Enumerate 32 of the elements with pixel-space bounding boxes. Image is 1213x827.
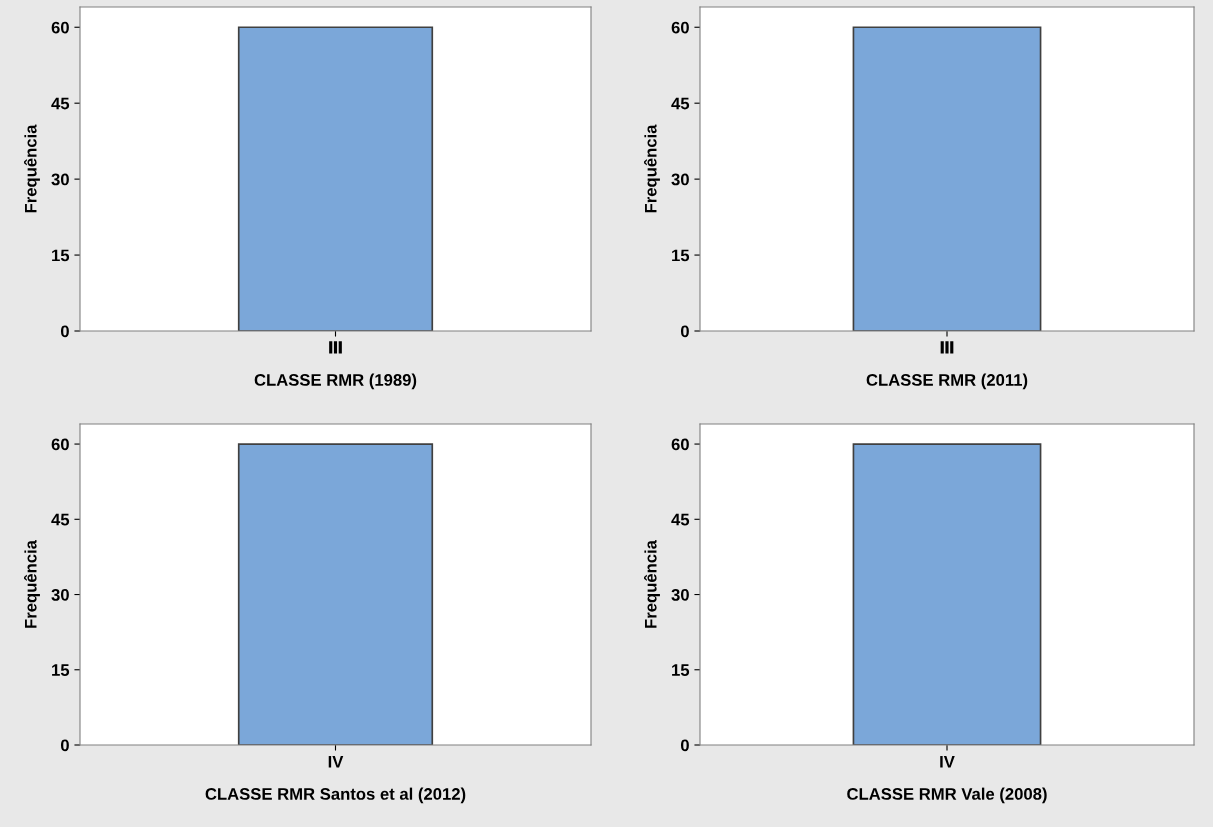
- y-tick-label: 0: [60, 325, 69, 338]
- y-tick-label: 45: [51, 513, 70, 526]
- y-axis-title: Frequência: [24, 124, 40, 213]
- y-tick-label: 30: [671, 588, 689, 601]
- x-axis-title: CLASSE RMR Santos et al (2012): [205, 787, 466, 804]
- y-tick-label: 0: [680, 739, 689, 752]
- x-tick-label: IV: [328, 756, 344, 768]
- x-axis-title: CLASSE RMR (2011): [866, 373, 1028, 390]
- y-tick-label: 0: [60, 739, 69, 752]
- y-tick-label: 0: [680, 325, 689, 338]
- x-axis-title: CLASSE RMR Vale (2008): [847, 787, 1047, 804]
- x-tick-label: Ⅲ: [329, 341, 342, 354]
- y-axis-title: Frequência: [644, 124, 660, 213]
- y-tick-label: 15: [672, 249, 690, 262]
- y-tick-label: 30: [671, 173, 689, 186]
- y-tick-label: 60: [51, 21, 69, 34]
- y-tick-label: 60: [671, 21, 689, 34]
- y-tick-label: 60: [51, 438, 69, 451]
- y-axis-title: Frequência: [24, 539, 40, 628]
- x-tick-label: IV: [940, 756, 955, 768]
- y-tick-label: 15: [52, 664, 70, 676]
- y-tick-label: 45: [51, 97, 70, 110]
- y-tick-label: 45: [671, 513, 690, 526]
- y-tick-label: 15: [52, 249, 70, 262]
- y-axis-title: Frequência: [644, 539, 660, 628]
- y-tick-label: 30: [51, 588, 69, 601]
- x-axis-title: CLASSE RMR (1989): [254, 373, 417, 390]
- y-tick-label: 30: [51, 173, 69, 186]
- x-tick-label: Ⅲ: [940, 341, 954, 354]
- y-tick-label: 60: [671, 438, 689, 451]
- y-tick-label: 15: [672, 664, 690, 676]
- y-tick-label: 45: [671, 97, 690, 110]
